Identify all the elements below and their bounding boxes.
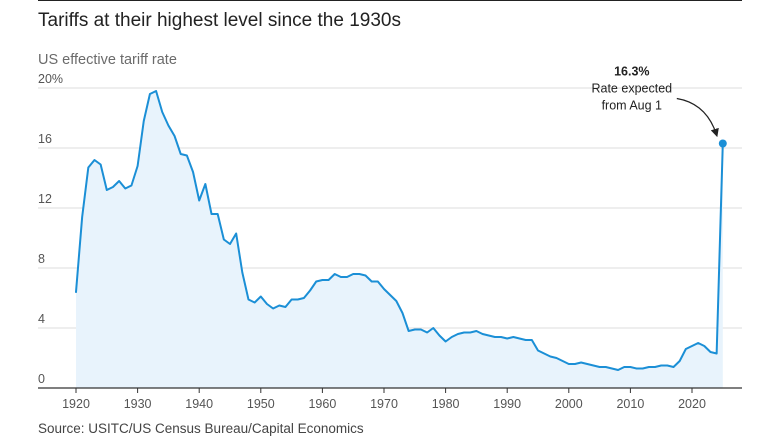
chart-subtitle: US effective tariff rate — [38, 52, 177, 68]
y-tick-label-20: 20% — [38, 72, 63, 86]
annotation-line-1: Rate expected — [591, 82, 672, 96]
annotation-line-2: from Aug 1 — [602, 99, 662, 113]
y-axis-ticks: 0 4 8 12 16 20% — [38, 72, 63, 386]
rate-line — [75, 90, 724, 371]
x-tick-label-1960: 1960 — [308, 397, 336, 411]
x-tick-label-1950: 1950 — [247, 397, 275, 411]
x-tick-label-1970: 1970 — [370, 397, 398, 411]
x-tick-label-1980: 1980 — [432, 397, 460, 411]
annotation-value: 16.3% — [614, 65, 649, 79]
y-tick-label-0: 0 — [38, 372, 45, 386]
chart-title: Tariffs at their highest level since the… — [38, 10, 401, 31]
x-tick-label-1920: 1920 — [62, 397, 90, 411]
y-tick-label-16: 16 — [38, 132, 52, 146]
y-tick-label-4: 4 — [38, 312, 45, 326]
highlight-point — [718, 139, 727, 148]
source-note: Source: USITC/US Census Bureau/Capital E… — [38, 421, 364, 436]
x-tick-label-2020: 2020 — [678, 397, 706, 411]
annotation-arrow — [676, 97, 719, 138]
x-tick-label-1940: 1940 — [185, 397, 213, 411]
x-tick-label-2000: 2000 — [555, 397, 583, 411]
x-tick-label-1930: 1930 — [124, 397, 152, 411]
y-tick-label-8: 8 — [38, 252, 45, 266]
rate-area — [76, 91, 723, 388]
y-tick-label-12: 12 — [38, 192, 52, 206]
x-tick-label-1990: 1990 — [493, 397, 521, 411]
x-tick-label-2010: 2010 — [616, 397, 644, 411]
top-rule — [38, 0, 742, 1]
x-axis-ticks: 1920 1930 1940 1950 1960 1970 1980 1990 2000 2010… — [62, 388, 706, 411]
